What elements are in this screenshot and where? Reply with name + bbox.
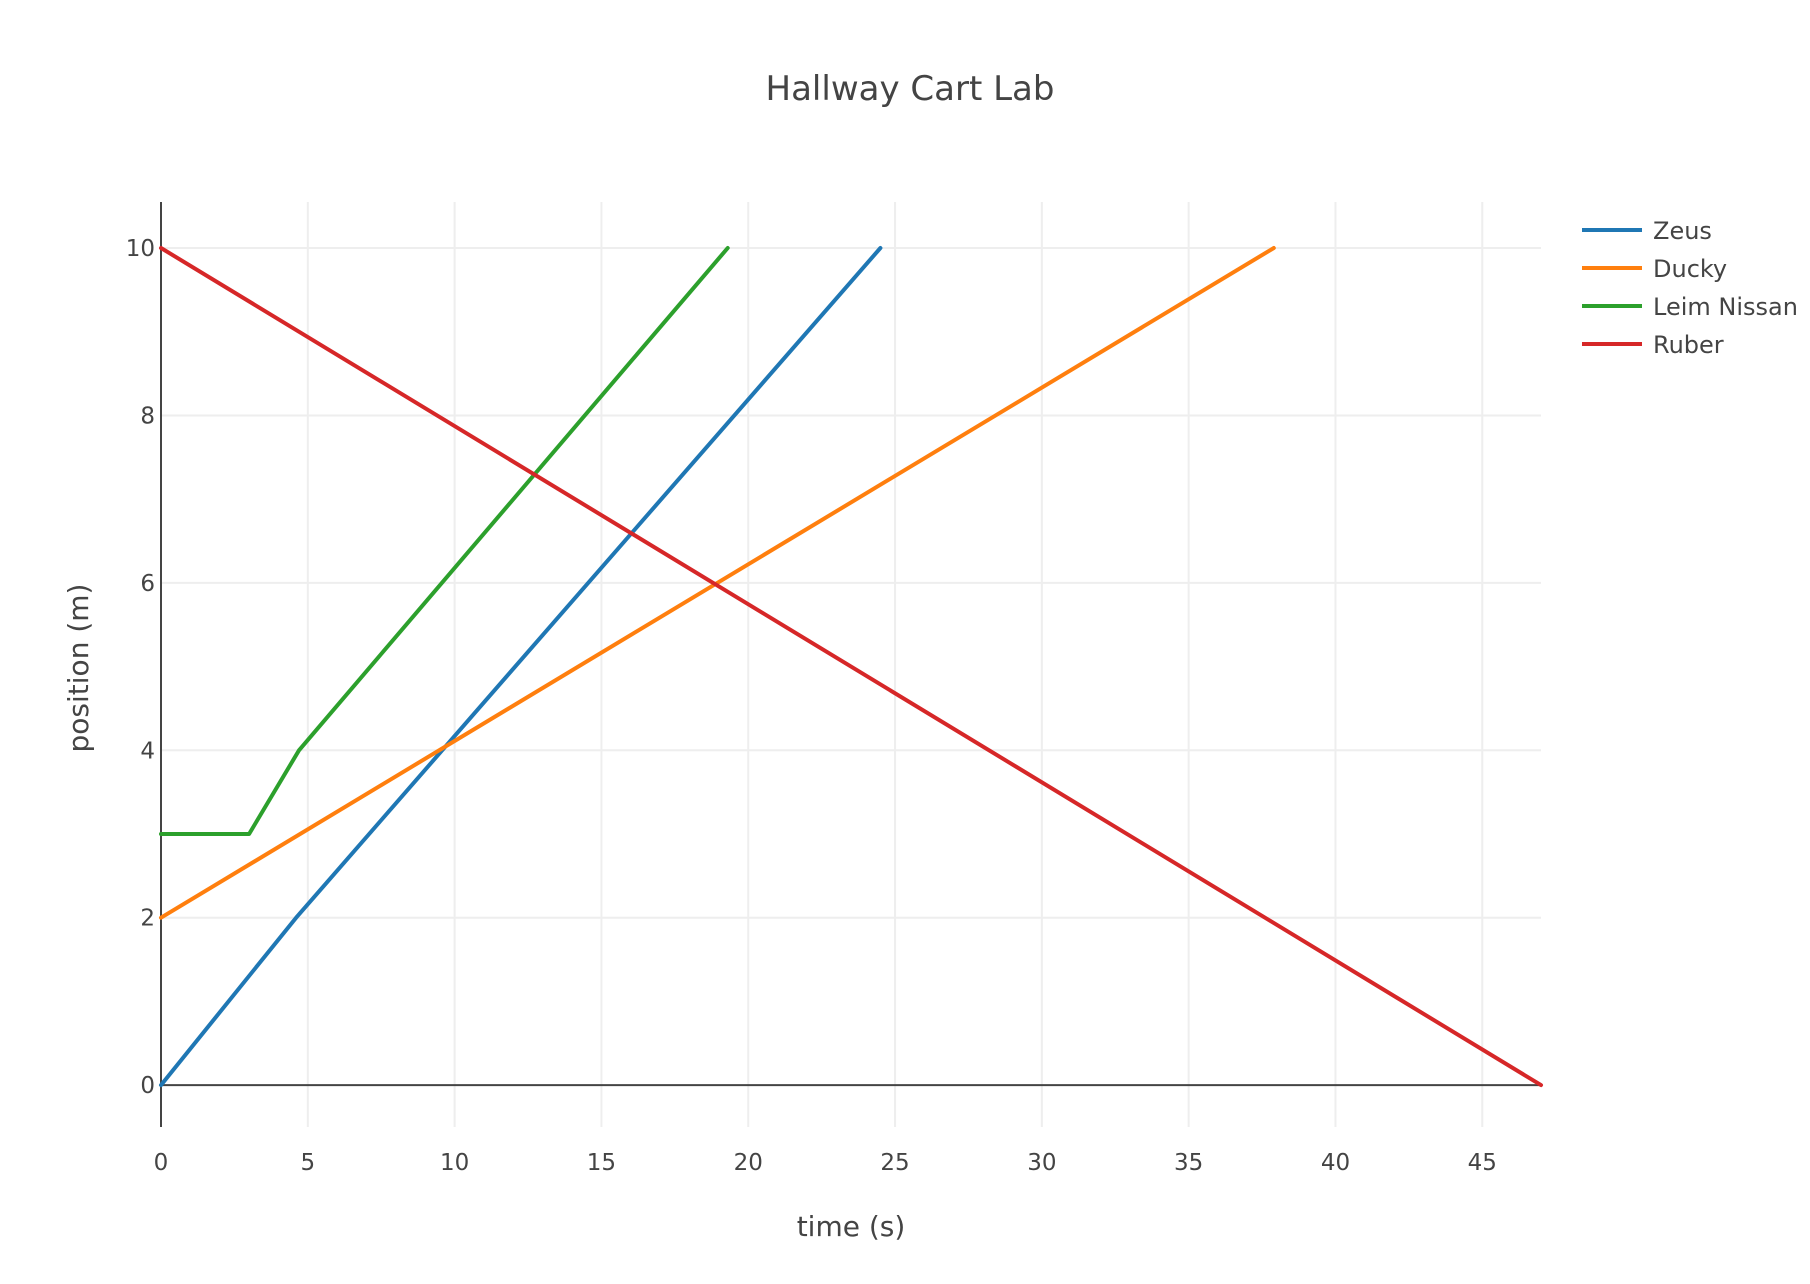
x-tick-label: 30 [1027,1150,1056,1176]
x-tick-label: 40 [1321,1150,1350,1176]
x-tick-label: 45 [1468,1150,1497,1176]
y-tick-label: 8 [140,403,155,429]
chart-title: Hallway Cart Lab [766,69,1055,109]
legend-item-leim-nissan[interactable]: Leim Nissan [1582,293,1798,321]
legend-item-ruber[interactable]: Ruber [1582,331,1724,359]
x-axis-title: time (s) [797,1210,906,1243]
legend-label: Ruber [1653,331,1724,359]
series-layer [159,246,1543,1088]
legend-label: Leim Nissan [1653,293,1798,321]
x-tick-label: 25 [880,1150,909,1176]
y-tick-label: 0 [140,1073,155,1099]
legend-item-ducky[interactable]: Ducky [1582,255,1727,283]
x-tick-label: 35 [1174,1150,1203,1176]
legend-label: Zeus [1653,217,1712,245]
series-line-zeus[interactable] [159,246,883,1088]
series-line-ducky[interactable] [159,246,1276,920]
x-tick-label: 0 [154,1150,169,1176]
legend-label: Ducky [1653,255,1727,283]
grid-layer [161,202,1541,1127]
x-tick-label: 20 [734,1150,763,1176]
series-line-leim-nissan[interactable] [159,246,730,836]
legend-item-zeus[interactable]: Zeus [1582,217,1712,245]
y-tick-label: 2 [140,906,155,932]
y-tick-label: 6 [140,571,155,597]
legend[interactable]: Zeus Ducky Leim Nissan Ruber [1582,217,1798,359]
axis-layer [160,202,1541,1127]
y-axis-title: position (m) [62,584,95,753]
y-tick-label: 10 [126,236,155,262]
x-tick-label: 5 [300,1150,315,1176]
series-line-ruber[interactable] [159,246,1543,1088]
x-tick-label: 15 [587,1150,616,1176]
x-tick-label: 10 [440,1150,469,1176]
tick-labels: 0 5 10 15 20 25 30 35 40 45 0 2 4 6 8 10 [126,236,1497,1176]
y-tick-label: 4 [140,738,155,764]
